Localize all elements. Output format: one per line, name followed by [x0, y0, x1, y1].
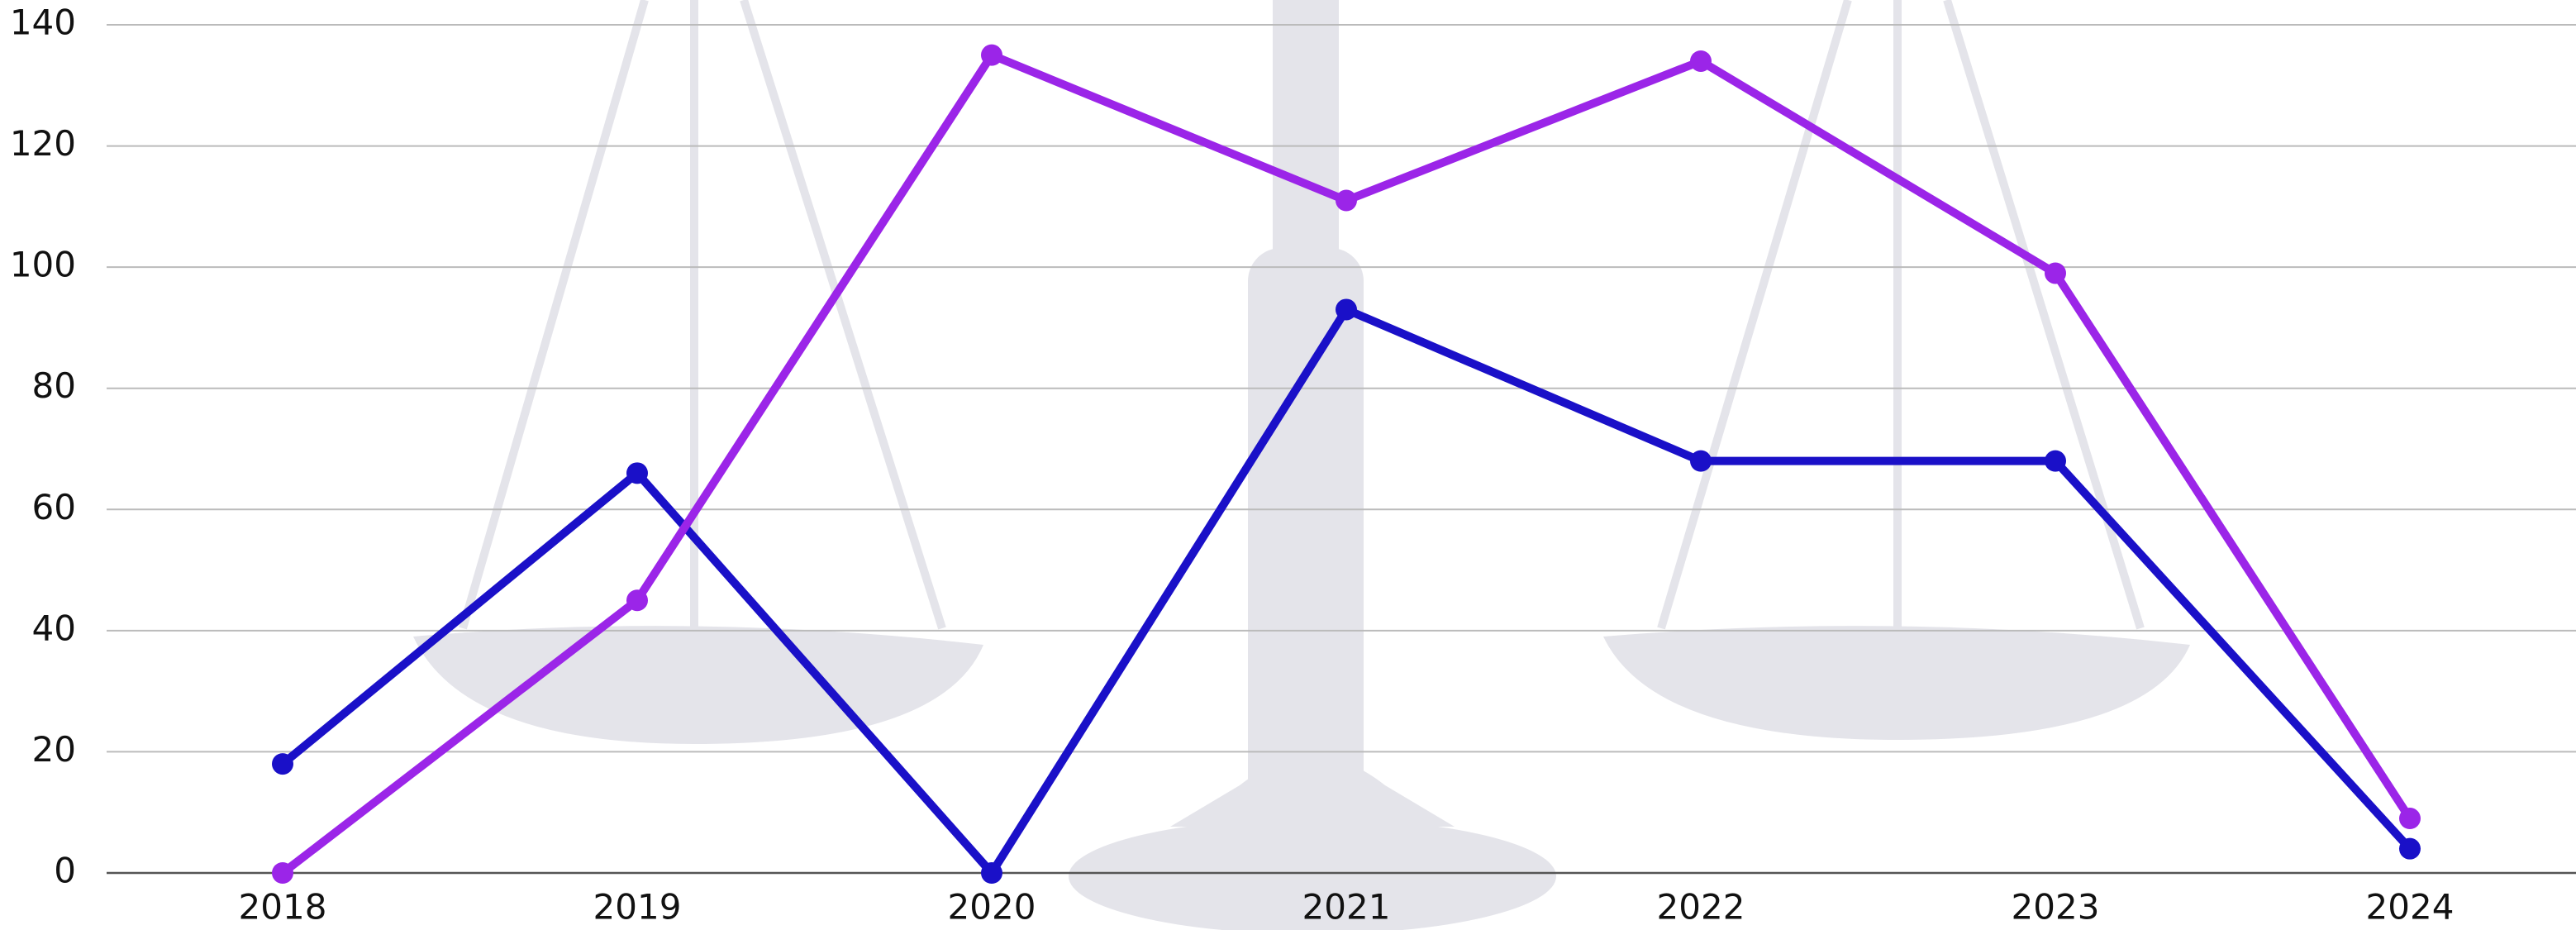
data-point: [626, 589, 648, 612]
data-point: [272, 753, 293, 775]
x-tick-label: 2021: [1302, 887, 1391, 928]
data-point: [2399, 837, 2421, 860]
data-point: [2045, 262, 2066, 284]
data-point: [1336, 189, 1357, 212]
data-point: [2399, 808, 2421, 830]
data-point: [1336, 298, 1357, 321]
data-point: [1690, 450, 1712, 472]
y-tick-label: 40: [32, 608, 76, 648]
y-tick-label: 20: [32, 729, 76, 770]
x-tick-label: 2018: [239, 887, 327, 928]
data-point: [626, 462, 648, 484]
y-tick-label: 120: [10, 123, 76, 164]
data-point: [2045, 450, 2066, 472]
y-tick-label: 140: [10, 2, 76, 43]
x-tick-label: 2020: [948, 887, 1036, 928]
data-point: [981, 44, 1002, 66]
data-point: [1690, 50, 1712, 72]
data-point: [272, 862, 293, 884]
x-tick-label: 2019: [593, 887, 682, 928]
x-tick-label: 2024: [2366, 887, 2455, 928]
y-tick-label: 100: [10, 245, 76, 285]
y-tick-label: 0: [54, 851, 76, 891]
data-point: [981, 862, 1002, 884]
y-tick-label: 60: [32, 487, 76, 527]
x-tick-label: 2022: [1657, 887, 1745, 928]
background-scales: [413, 0, 2190, 930]
x-tick-label: 2023: [2012, 887, 2100, 928]
y-tick-label: 80: [32, 365, 76, 406]
